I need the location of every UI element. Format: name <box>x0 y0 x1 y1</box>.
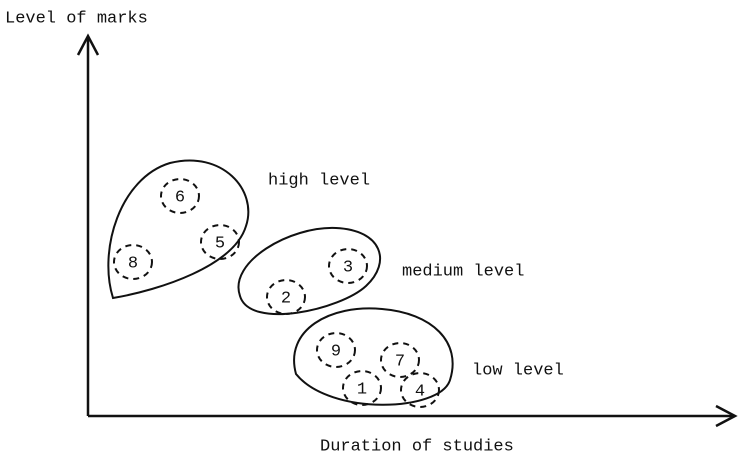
group-label: low level <box>472 361 564 380</box>
member-label: 1 <box>357 380 367 399</box>
y-axis-label: Level of marks <box>5 9 148 28</box>
y-arrow <box>76 33 100 56</box>
group-label: medium level <box>402 262 524 281</box>
member-label: 3 <box>343 258 353 277</box>
member-label: 6 <box>175 188 185 207</box>
member-circle <box>316 332 356 368</box>
member-label: 8 <box>128 254 138 273</box>
group-outline <box>237 226 382 316</box>
member-label: 4 <box>415 382 425 401</box>
group-label: high level <box>268 171 370 190</box>
member-circle <box>380 342 420 378</box>
member-circle <box>113 244 153 280</box>
x-arrow <box>715 404 738 428</box>
member-circle <box>400 372 440 408</box>
member-circle <box>342 370 382 406</box>
group-outline <box>107 159 250 300</box>
member-circle <box>160 178 200 214</box>
member-circle <box>200 224 240 260</box>
x-axis-label: Duration of studies <box>320 437 514 456</box>
member-circle <box>328 248 368 284</box>
member-circle <box>266 279 306 315</box>
member-label: 9 <box>331 342 341 361</box>
member-label: 2 <box>281 289 291 308</box>
member-label: 5 <box>215 234 225 253</box>
member-label: 7 <box>395 352 405 371</box>
group-outline <box>293 307 454 406</box>
